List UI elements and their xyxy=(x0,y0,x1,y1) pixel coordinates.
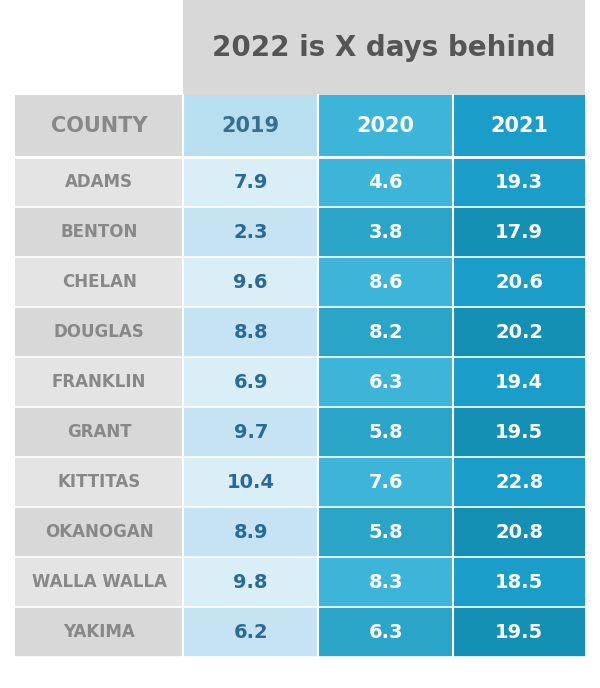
Bar xyxy=(15,407,183,457)
Bar xyxy=(183,95,318,157)
Text: 20.6: 20.6 xyxy=(495,272,543,292)
Bar xyxy=(454,407,585,457)
Text: 20.8: 20.8 xyxy=(495,522,543,541)
Text: 19.3: 19.3 xyxy=(495,173,543,191)
Bar xyxy=(15,507,183,557)
Text: 9.8: 9.8 xyxy=(233,572,268,592)
Text: FRANKLIN: FRANKLIN xyxy=(52,373,146,391)
Bar xyxy=(318,207,454,257)
Text: 22.8: 22.8 xyxy=(495,473,543,491)
Bar xyxy=(183,0,585,95)
Text: DOUGLAS: DOUGLAS xyxy=(53,323,145,341)
Bar xyxy=(15,257,183,307)
Bar xyxy=(454,207,585,257)
Text: 2.3: 2.3 xyxy=(233,222,268,241)
Bar xyxy=(183,357,318,407)
Text: 6.2: 6.2 xyxy=(233,623,268,641)
Text: 6.3: 6.3 xyxy=(368,372,403,391)
Bar xyxy=(454,257,585,307)
Text: 8.2: 8.2 xyxy=(368,323,403,341)
Text: 20.2: 20.2 xyxy=(495,323,543,341)
Bar xyxy=(15,457,183,507)
Text: COUNTY: COUNTY xyxy=(51,116,148,136)
Text: WALLA WALLA: WALLA WALLA xyxy=(32,573,167,591)
Bar xyxy=(183,157,318,207)
Bar xyxy=(454,157,585,207)
Bar xyxy=(15,557,183,607)
Bar xyxy=(318,257,454,307)
Text: 2020: 2020 xyxy=(357,116,415,136)
Bar xyxy=(318,507,454,557)
Bar xyxy=(454,557,585,607)
Text: BENTON: BENTON xyxy=(61,223,138,241)
Text: 4.6: 4.6 xyxy=(368,173,403,191)
Bar xyxy=(318,607,454,657)
Bar xyxy=(183,507,318,557)
Text: 6.9: 6.9 xyxy=(233,372,268,391)
Text: 9.6: 9.6 xyxy=(233,272,268,292)
Text: 2021: 2021 xyxy=(490,116,548,136)
Bar xyxy=(15,0,183,95)
Text: ADAMS: ADAMS xyxy=(65,173,133,191)
Bar xyxy=(183,257,318,307)
Bar xyxy=(318,457,454,507)
Text: YAKIMA: YAKIMA xyxy=(63,623,135,641)
Bar xyxy=(15,307,183,357)
Text: 6.3: 6.3 xyxy=(368,623,403,641)
Bar xyxy=(15,357,183,407)
Text: GRANT: GRANT xyxy=(67,423,131,441)
Bar xyxy=(183,207,318,257)
Text: 8.8: 8.8 xyxy=(233,323,268,341)
Bar xyxy=(318,157,454,207)
Bar xyxy=(318,407,454,457)
Text: 2022 is X days behind: 2022 is X days behind xyxy=(212,34,556,61)
Text: 17.9: 17.9 xyxy=(495,222,543,241)
Bar xyxy=(183,607,318,657)
Bar xyxy=(454,457,585,507)
Text: 7.6: 7.6 xyxy=(368,473,403,491)
Bar xyxy=(183,557,318,607)
Bar xyxy=(454,95,585,157)
Text: KITTITAS: KITTITAS xyxy=(58,473,140,491)
Bar xyxy=(318,95,454,157)
Text: 3.8: 3.8 xyxy=(368,222,403,241)
Bar xyxy=(454,607,585,657)
Text: 19.4: 19.4 xyxy=(495,372,543,391)
Bar xyxy=(318,557,454,607)
Bar xyxy=(318,307,454,357)
Bar xyxy=(15,95,183,157)
Bar xyxy=(454,307,585,357)
Text: 18.5: 18.5 xyxy=(495,572,543,592)
Text: 8.6: 8.6 xyxy=(368,272,403,292)
Bar xyxy=(15,607,183,657)
Text: 7.9: 7.9 xyxy=(233,173,268,191)
Text: 5.8: 5.8 xyxy=(368,522,403,541)
Text: 5.8: 5.8 xyxy=(368,422,403,442)
Bar xyxy=(454,507,585,557)
Bar xyxy=(15,157,183,207)
Text: 9.7: 9.7 xyxy=(233,422,268,442)
Text: 8.3: 8.3 xyxy=(368,572,403,592)
Bar xyxy=(183,407,318,457)
Text: 10.4: 10.4 xyxy=(227,473,275,491)
Text: 2019: 2019 xyxy=(221,116,280,136)
Bar xyxy=(183,307,318,357)
Text: OKANOGAN: OKANOGAN xyxy=(45,523,154,541)
Text: 19.5: 19.5 xyxy=(495,623,543,641)
Text: 19.5: 19.5 xyxy=(495,422,543,442)
Bar xyxy=(183,457,318,507)
Text: CHELAN: CHELAN xyxy=(62,273,137,291)
Bar xyxy=(318,357,454,407)
Bar xyxy=(454,357,585,407)
Bar xyxy=(15,207,183,257)
Text: 8.9: 8.9 xyxy=(233,522,268,541)
